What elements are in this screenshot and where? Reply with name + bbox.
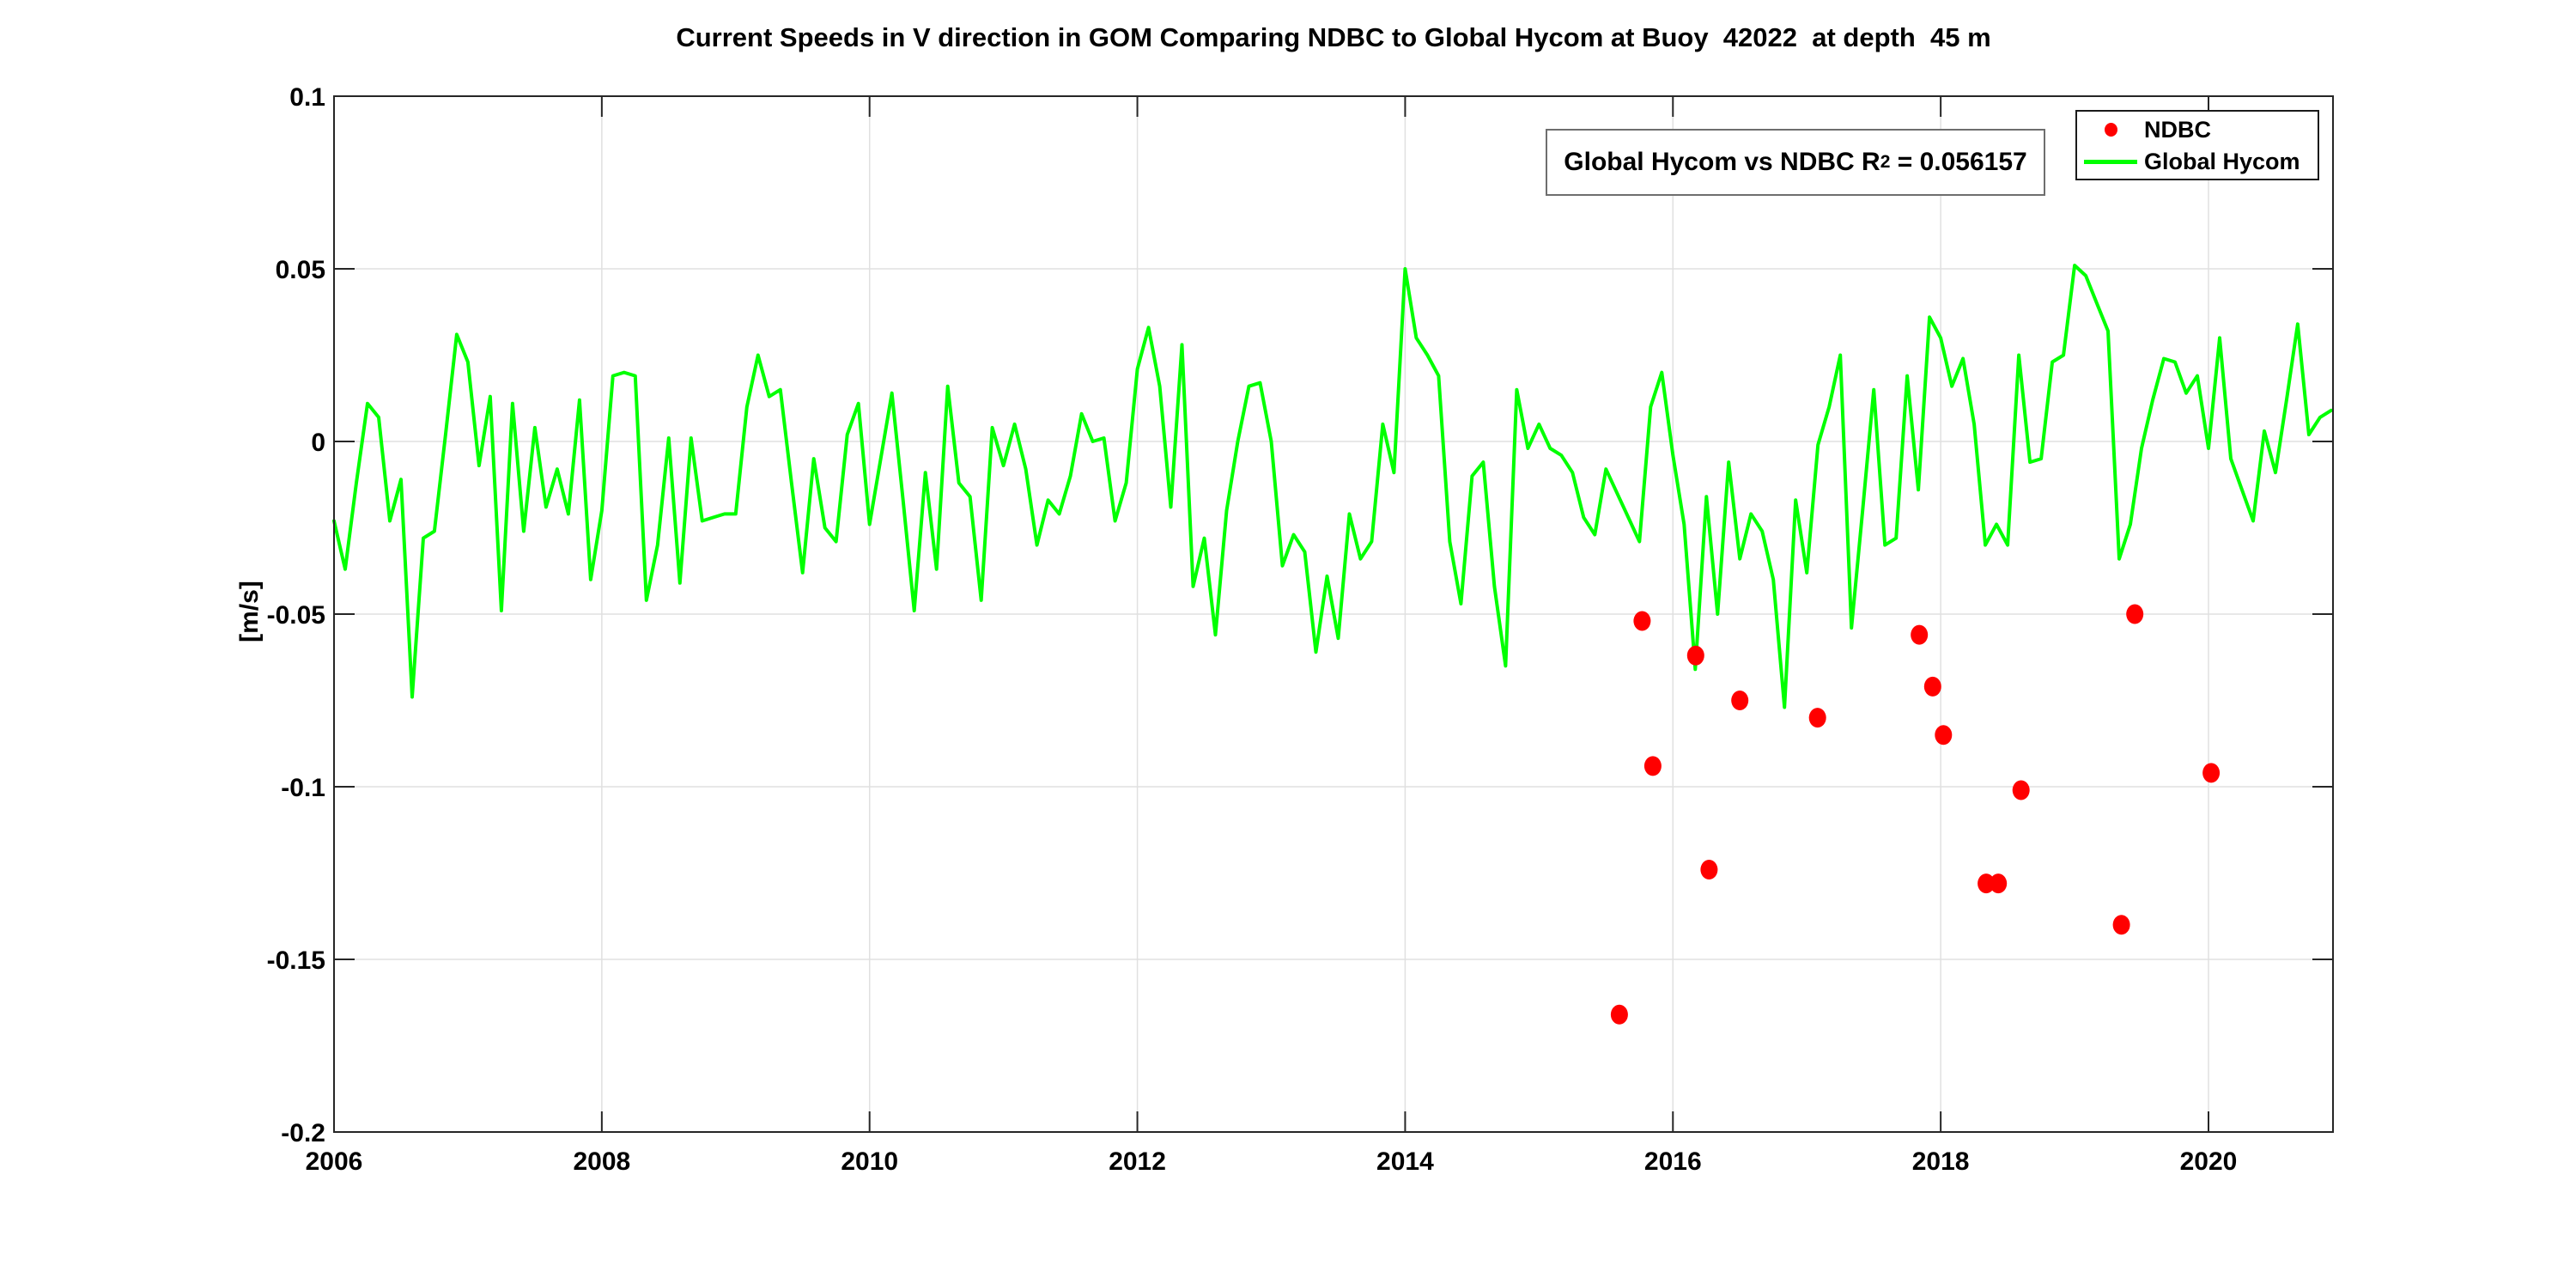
x-tick-label: 2014: [1376, 1147, 1434, 1176]
ndbc-data-point: [2126, 604, 2144, 624]
ndbc-data-point: [2012, 780, 2030, 800]
ndbc-data-point: [1978, 873, 1996, 894]
ndbc-data-point: [1935, 725, 1953, 746]
ndbc-data-point: [2202, 763, 2221, 783]
y-tick-label: 0.05: [276, 256, 325, 284]
y-tick-label: 0: [311, 429, 325, 457]
ndbc-data-point: [1911, 624, 1929, 645]
legend-item-global-hycom: Global Hycom: [2077, 146, 2318, 177]
ndbc-data-point: [1643, 756, 1662, 776]
ndbc-data-point: [1686, 645, 1704, 666]
legend: NDBC Global Hycom: [2075, 110, 2319, 180]
ndbc-data-point: [1731, 691, 1749, 710]
legend-label-global-hycom: Global Hycom: [2144, 148, 2300, 174]
legend-marker-cell: [2077, 123, 2144, 137]
ndbc-data-point: [1610, 1004, 1628, 1025]
x-tick-label: 2006: [306, 1147, 363, 1176]
x-tick-label: 2012: [1109, 1147, 1166, 1176]
ndbc-data-point: [1990, 873, 2008, 894]
ndbc-data-point: [1633, 611, 1651, 631]
ndbc-data-point: [2112, 915, 2130, 935]
global-hycom-line-icon: [2084, 159, 2137, 164]
ndbc-data-point: [1923, 676, 1941, 697]
y-tick-label: -0.2: [281, 1119, 325, 1147]
legend-marker-cell: [2077, 159, 2144, 164]
r2-annotation-suffix: = 0.056157: [1890, 148, 2027, 176]
x-tick-label: 2010: [841, 1147, 898, 1176]
y-tick-label: -0.05: [267, 601, 325, 630]
y-tick-label: -0.15: [267, 946, 325, 975]
r2-annotation-prefix: Global Hycom vs NDBC R: [1564, 148, 1880, 176]
x-tick-label: 2018: [1912, 1147, 1970, 1176]
x-tick-label: 2020: [2180, 1147, 2238, 1176]
ndbc-data-point: [1700, 860, 1718, 879]
chart-title: Current Speeds in V direction in GOM Com…: [676, 22, 1991, 52]
legend-label-ndbc: NDBC: [2144, 116, 2211, 143]
y-tick-label: 0.1: [289, 83, 325, 112]
x-tick-label: 2008: [573, 1147, 630, 1176]
global-hycom-line: [332, 264, 2333, 709]
y-axis-label-text: [m/s]: [235, 581, 264, 642]
legend-item-ndbc: NDBC: [2077, 114, 2318, 145]
ndbc-dot-icon: [2104, 123, 2117, 137]
ndbc-data-point: [1808, 708, 1826, 728]
x-tick-label: 2016: [1644, 1147, 1702, 1176]
y-tick-label: -0.1: [281, 774, 325, 802]
